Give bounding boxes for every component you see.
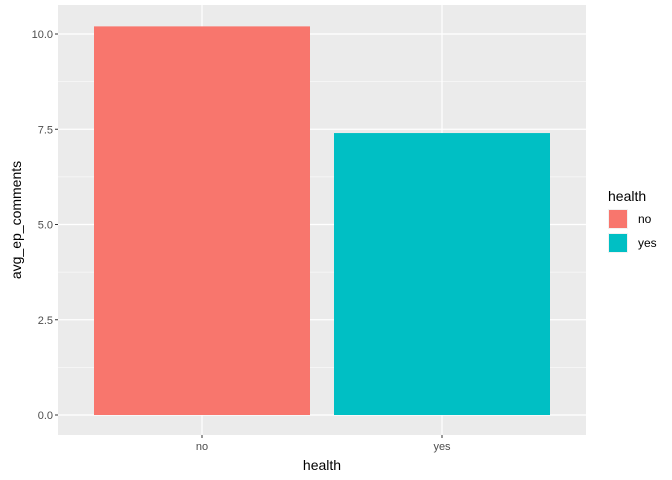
x-tick-label: no bbox=[196, 441, 208, 453]
legend-swatch-yes bbox=[609, 234, 627, 252]
y-tick-label: 2.5 bbox=[38, 315, 53, 327]
y-axis-title: avg_ep_comments bbox=[8, 161, 24, 279]
legend-title: health bbox=[608, 188, 646, 204]
y-tick-label: 5.0 bbox=[38, 220, 53, 232]
y-tick-label: 10.0 bbox=[32, 29, 53, 41]
x-tick-label: yes bbox=[433, 441, 451, 453]
x-axis-ticks: no yes bbox=[196, 435, 451, 453]
y-tick-label: 0.0 bbox=[38, 410, 53, 422]
bars bbox=[94, 26, 550, 415]
bar-yes bbox=[334, 133, 550, 415]
legend-label: no bbox=[638, 212, 652, 226]
legend-label: yes bbox=[638, 236, 657, 250]
legend-swatch-no bbox=[609, 210, 627, 228]
y-tick-label: 7.5 bbox=[38, 124, 53, 136]
legend: health no yes bbox=[608, 188, 657, 253]
y-axis-ticks: 0.0 2.5 5.0 7.5 10.0 bbox=[32, 29, 58, 422]
x-axis-title: health bbox=[303, 457, 341, 473]
bar-no bbox=[94, 26, 310, 415]
